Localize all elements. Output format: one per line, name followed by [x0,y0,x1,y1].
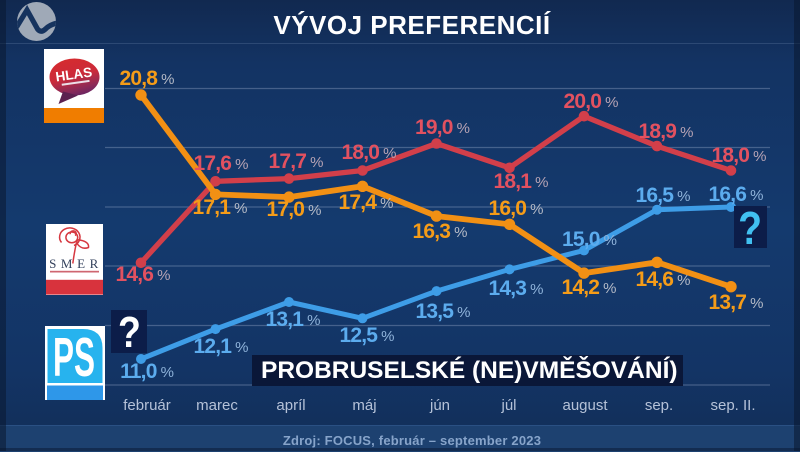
svg-text:SMER: SMER [49,256,103,271]
svg-text:HLAS: HLAS [55,65,93,85]
svg-text:PS: PS [53,326,95,388]
